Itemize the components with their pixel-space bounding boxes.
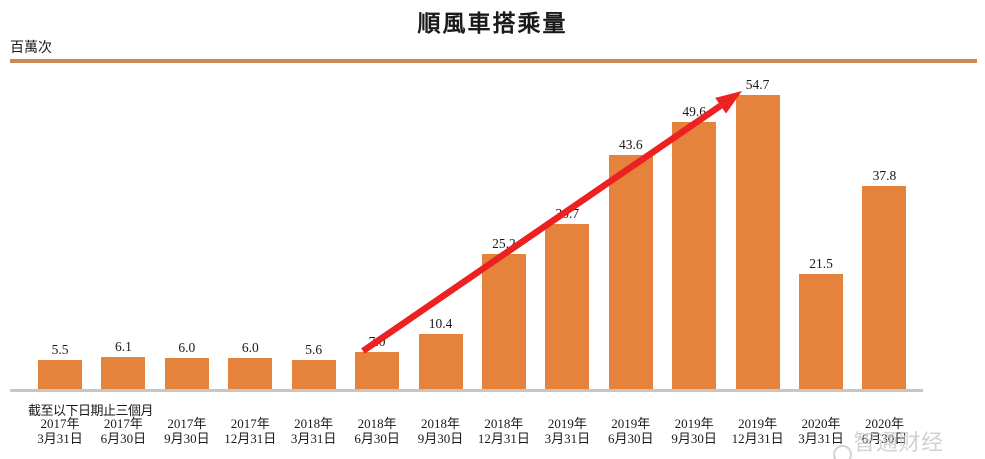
bar (38, 360, 82, 390)
bar (101, 357, 146, 390)
bar (481, 253, 526, 390)
watermark-text: 智通财经APP (853, 430, 944, 459)
bar-value-label: 49.6 (682, 104, 706, 120)
x-axis-tick-label: 2020年 3月31日 (798, 416, 844, 446)
bar (355, 352, 400, 390)
bar (799, 273, 844, 390)
bar-value-label: 5.5 (51, 342, 69, 358)
watermark: 智通财经APP (833, 425, 985, 459)
x-axis-tick-label: 2018年 3月31日 (290, 416, 337, 446)
bar (862, 185, 907, 390)
x-axis-tick-label: 2019年 6月30日 (608, 416, 654, 446)
x-axis-note: 截至以下日期止三個月 (28, 403, 154, 418)
x-axis-line (10, 389, 923, 392)
x-axis-tick-label: 2018年 12月31日 (477, 416, 530, 446)
x-axis-tick-label: 2017年 3月31日 (37, 416, 83, 446)
x-axis-tick-label: 2019年 12月31日 (731, 416, 784, 446)
bar-value-label: 5.6 (305, 341, 323, 357)
bar-value-label: 6.0 (178, 339, 196, 355)
x-axis-tick-label: 2017年 9月30日 (164, 416, 210, 446)
bar-value-label: 10.4 (428, 315, 453, 331)
x-axis-tick-label: 2018年 9月30日 (417, 416, 464, 446)
x-axis-tick-label: 2019年 9月30日 (671, 416, 717, 446)
x-axis-tick-label: 2020年 6月30日 (861, 416, 908, 446)
bar (735, 94, 780, 390)
x-axis-tick-label: 2018年 6月30日 (354, 416, 400, 446)
bar-value-label: 21.5 (809, 255, 833, 271)
bar (228, 357, 273, 390)
bar (418, 333, 463, 390)
bar-value-label: 6.0 (241, 339, 259, 355)
bar-value-label: 30.7 (555, 206, 580, 222)
bar-value-label: 6.1 (114, 339, 132, 355)
bar (291, 359, 336, 390)
bar (545, 224, 590, 390)
trend-arrow-line (361, 103, 723, 354)
y-axis-unit-label: 百萬次 (10, 41, 52, 56)
watermark-logo-icon (833, 444, 852, 459)
bar-value-label: 25.2 (492, 235, 516, 251)
bar-value-label: 43.6 (618, 136, 643, 152)
x-axis-tick-label: 2017年 12月31日 (224, 416, 277, 446)
title-divider-rule (10, 59, 977, 63)
bar (164, 357, 209, 390)
bar (672, 122, 717, 390)
chart-title: 順風車搭乘量 (417, 11, 568, 36)
bar-value-label: 37.8 (872, 167, 897, 183)
bar-value-label: 7.0 (368, 334, 386, 350)
bar-value-label: 54.7 (745, 76, 770, 92)
bar (608, 154, 653, 390)
x-axis-tick-label: 2017年 6月30日 (100, 416, 147, 446)
x-axis-tick-label: 2019年 3月31日 (544, 416, 591, 446)
